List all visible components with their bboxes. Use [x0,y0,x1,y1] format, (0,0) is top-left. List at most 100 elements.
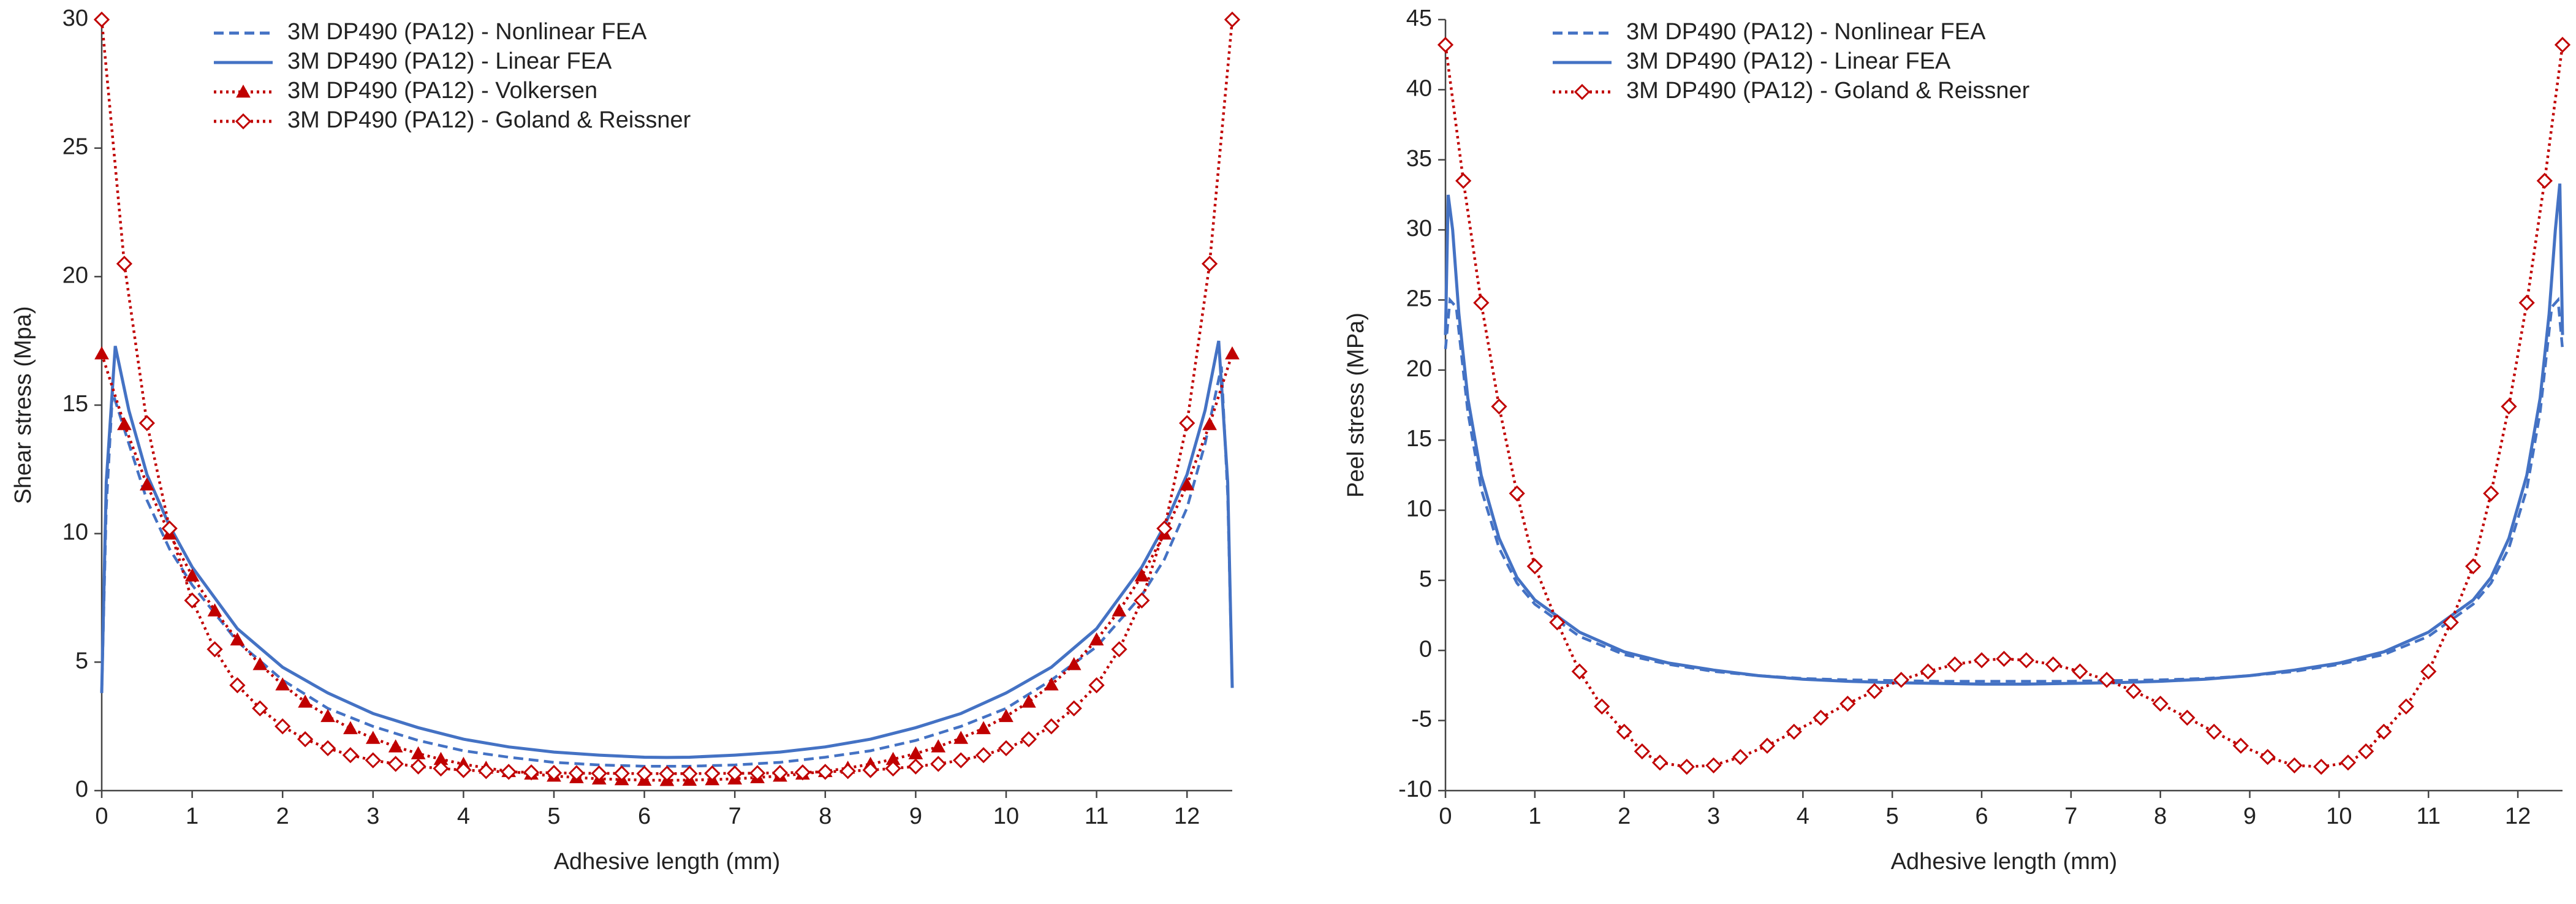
marker-diamond [1616,723,1632,740]
marker-diamond [1786,723,1802,740]
x-tick-label: 2 [276,803,289,829]
marker-diamond [2358,743,2374,760]
marker-diamond [275,718,291,735]
y-tick-label: -10 [1398,777,1432,802]
legend-label: 3M DP490 (PA12) - Linear FEA [287,48,612,74]
x-tick-label: 4 [1797,803,1809,829]
marker-diamond [591,765,607,782]
marker-diamond [1920,663,1936,680]
marker-diamond [206,641,223,658]
marker-diamond [1678,758,1695,775]
marker-diamond [771,764,789,781]
marker-diamond [1813,709,1829,726]
x-tick-label: 3 [1707,803,1720,829]
marker-diamond [1473,294,1490,311]
marker-diamond [2232,737,2249,754]
marker-diamond [2465,558,2482,575]
x-tick-label: 11 [1085,803,1108,829]
marker-triangle [1021,694,1036,708]
marker-diamond [501,764,517,780]
marker-triangle [275,677,290,691]
y-tick-label: 10 [1406,496,1432,522]
marker-diamond [1893,672,1909,688]
x-tick-label: 7 [2064,803,2077,829]
marker-diamond [2420,663,2437,680]
series-line [100,340,1234,759]
marker-diamond [2376,723,2392,740]
marker-triangle [1089,632,1104,646]
marker-triangle [976,721,991,734]
marker-diamond [1996,650,2012,667]
x-tick-label: 8 [819,803,832,829]
marker-diamond [93,11,110,28]
legend-label: 3M DP490 (PA12) - Goland & Reissner [287,107,691,133]
x-tick-label: 7 [729,803,741,829]
marker-diamond [817,764,833,780]
x-tick-label: 5 [547,803,560,829]
marker-diamond [794,764,811,781]
legend-label: 3M DP490 (PA12) - Linear FEA [1626,48,1951,74]
marker-diamond [1043,718,1059,735]
marker-diamond [1651,754,1669,771]
marker-triangle [184,568,200,582]
marker-diamond [410,758,426,775]
marker-diamond [523,764,540,781]
marker-diamond [2179,709,2195,726]
marker-diamond [1455,172,1472,189]
series-line [1444,183,2564,686]
marker-diamond [1973,652,1990,669]
marker-diamond [2398,698,2414,715]
y-tick-label: 10 [63,520,88,545]
y-axis-label: Shear stress (Mpa) [10,306,36,504]
x-tick-label: 0 [1439,803,1452,829]
x-tick-label: 4 [457,803,470,829]
marker-diamond [2536,172,2553,189]
x-tick-label: 1 [1528,803,1541,829]
legend-label: 3M DP490 (PA12) - Goland & Reissner [1626,78,2030,104]
marker-diamond [1866,683,1883,699]
x-tick-label: 9 [909,803,922,829]
y-tick-label: 45 [1406,6,1432,31]
marker-diamond [297,731,314,748]
marker-diamond [2313,758,2330,775]
x-tick-label: 9 [2243,803,2256,829]
marker-diamond [636,765,653,782]
y-tick-label: 30 [1406,216,1432,241]
x-tick-label: 5 [1886,803,1899,829]
marker-triangle [1112,603,1127,617]
marker-triangle [252,657,268,670]
marker-diamond [1088,677,1105,694]
marker-triangle [931,739,946,753]
marker-diamond [2206,723,2222,740]
marker-diamond [184,592,200,609]
marker-diamond [2554,37,2571,53]
y-tick-label: 15 [63,391,88,417]
marker-diamond [659,765,675,782]
marker-diamond [2339,754,2357,771]
marker-diamond [727,765,743,782]
marker-triangle [117,417,132,430]
series-line [1444,297,2564,683]
marker-triangle [1202,417,1217,430]
y-tick-label: 0 [75,777,88,802]
marker-diamond [252,700,268,716]
marker-diamond [229,677,246,694]
marker-diamond [478,763,494,780]
marker-diamond [1759,737,1776,754]
marker-diamond [319,740,336,756]
marker-diamond [2152,696,2169,712]
marker-diamond [885,760,901,777]
marker-diamond [2045,656,2061,673]
marker-triangle [1066,657,1082,670]
marker-diamond [839,763,856,780]
series-line [100,19,1234,775]
x-tick-label: 11 [2417,803,2441,829]
marker-diamond [365,752,381,769]
y-tick-label: 40 [1406,75,1432,101]
x-tick-label: 3 [366,803,379,829]
x-tick-label: 2 [1618,803,1631,829]
marker-diamond [907,758,924,775]
marker-diamond [342,747,359,764]
x-tick-label: 10 [993,803,1019,829]
